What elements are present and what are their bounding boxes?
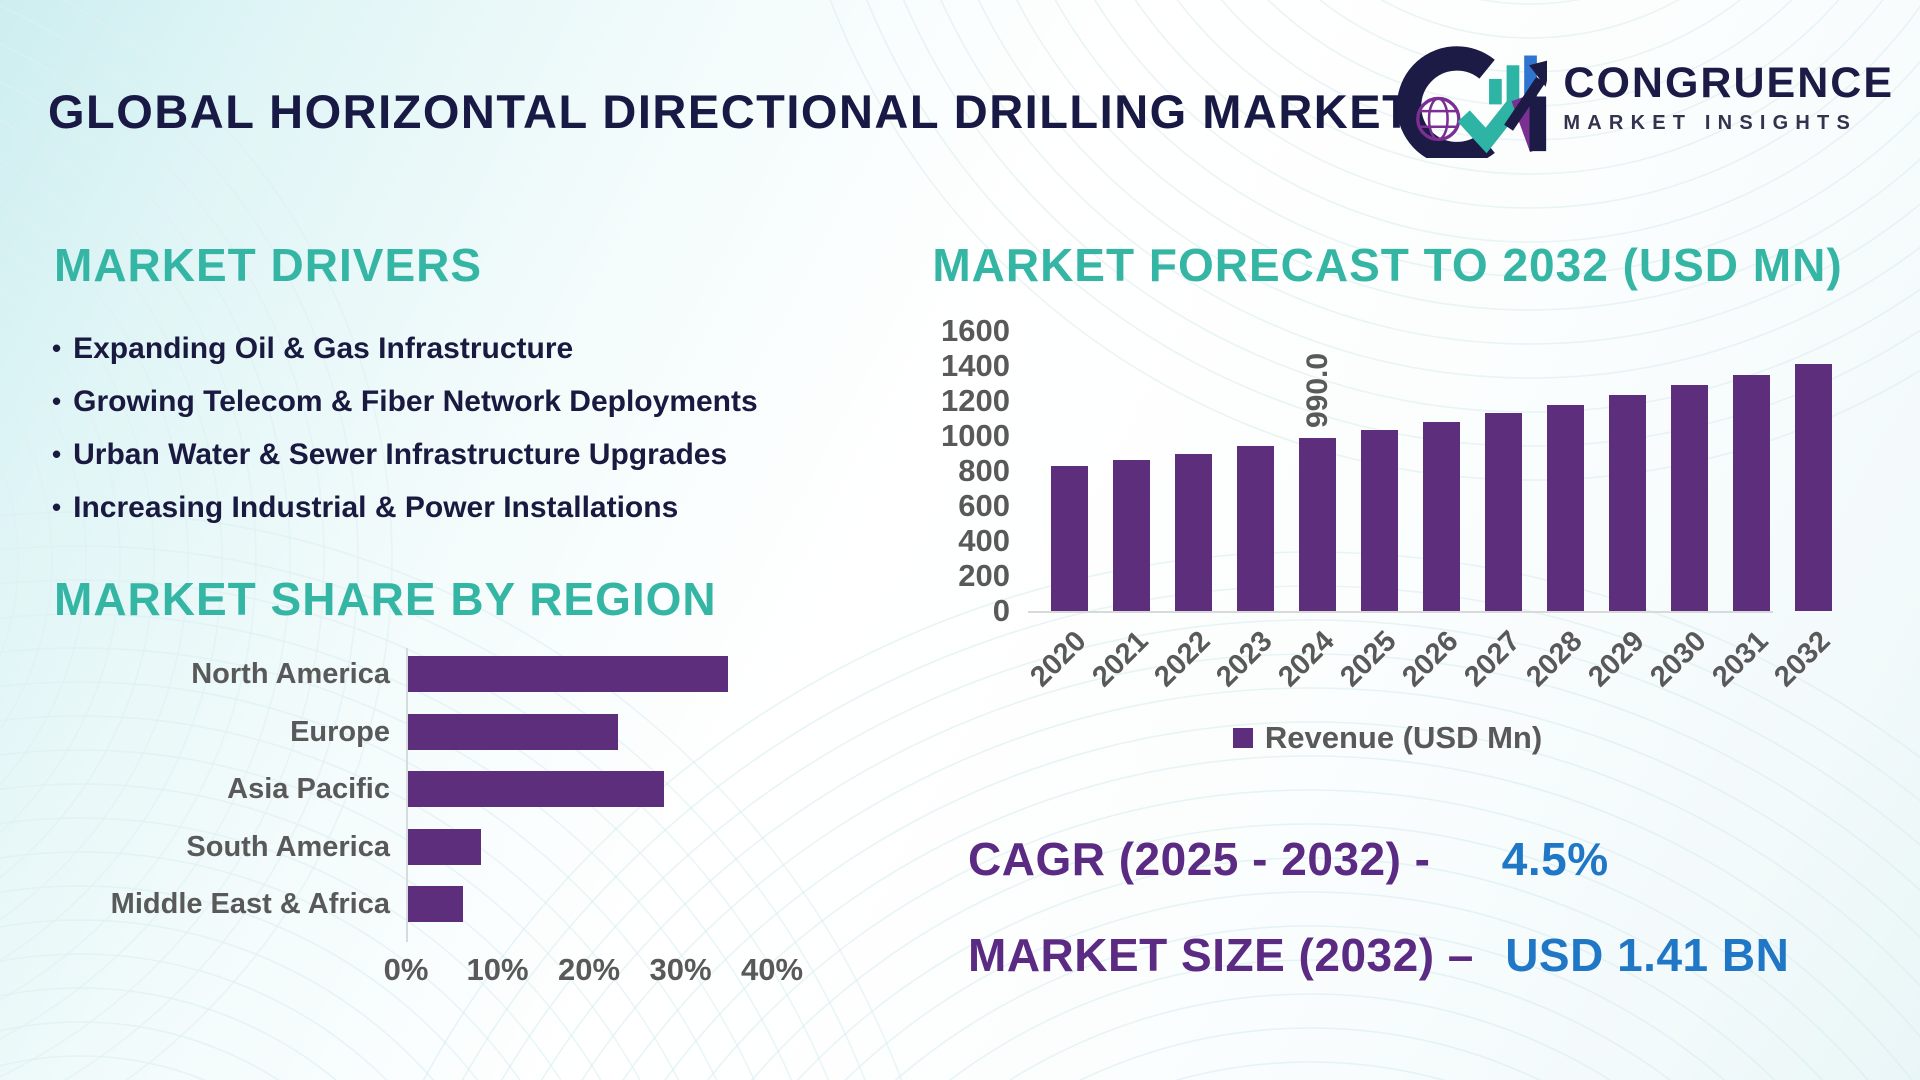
page-title: GLOBAL HORIZONTAL DIRECTIONAL DRILLING M…	[48, 85, 1413, 138]
forecast-legend: Revenue (USD Mn)	[900, 720, 1875, 756]
region-bar	[408, 656, 729, 692]
driver-text: Expanding Oil & Gas Infrastructure	[73, 331, 574, 365]
driver-text: Urban Water & Sewer Infrastructure Upgra…	[73, 437, 728, 471]
driver-item: • Urban Water & Sewer Infrastructure Upgr…	[52, 428, 758, 481]
forecast-y-tick: 200	[958, 558, 1010, 593]
region-label: Middle East & Africa	[110, 888, 390, 920]
legend-swatch	[1232, 728, 1253, 748]
cagr-value: 4.5%	[1501, 833, 1609, 885]
driver-text: Increasing Industrial & Power Installati…	[73, 490, 679, 524]
forecast-bar	[1423, 422, 1460, 611]
forecast-data-label: 990.0	[1300, 352, 1334, 428]
driver-item: • Increasing Industrial & Power Installat…	[52, 481, 758, 534]
forecast-bar	[1795, 364, 1832, 611]
bullet-icon: •	[52, 492, 62, 522]
logo-company-name: CONGRUENCE	[1563, 59, 1894, 107]
region-y-axis-line	[406, 648, 408, 942]
forecast-y-tick: 0	[992, 593, 1010, 628]
region-bar	[408, 886, 463, 922]
region-share-heading: MARKET SHARE BY REGION	[54, 573, 717, 625]
region-axis-tick: 40%	[740, 952, 804, 987]
logo-text: CONGRUENCE MARKET INSIGHTS	[1563, 59, 1894, 135]
region-bar	[408, 713, 619, 750]
cagr-label: CAGR (2025 - 2032) -	[968, 833, 1431, 885]
market-size-line: MARKET SIZE (2032) – USD 1.41 BN	[968, 928, 1789, 982]
forecast-bar	[1733, 374, 1770, 611]
forecast-bar	[1547, 404, 1584, 611]
forecast-y-tick: 400	[958, 523, 1010, 558]
forecast-y-tick: 1000	[941, 418, 1010, 453]
forecast-bar	[1113, 459, 1150, 611]
region-axis-tick: 20%	[557, 952, 621, 987]
drivers-list: • Expanding Oil & Gas Infrastructure • Grow…	[52, 322, 758, 534]
forecast-bar	[1609, 394, 1646, 611]
region-label: Europe	[290, 715, 390, 748]
forecast-bar	[1671, 385, 1708, 611]
forecast-y-tick: 1200	[941, 383, 1010, 418]
forecast-bar	[1051, 465, 1088, 611]
market-drivers-heading: MARKET DRIVERS	[54, 239, 483, 291]
region-chart: North America Europe Asia Pacific South Ame…	[60, 648, 820, 1008]
logo-tagline: MARKET INSIGHTS	[1563, 112, 1857, 134]
forecast-bar	[1361, 429, 1398, 611]
forecast-y-tick: 1600	[941, 313, 1010, 348]
forecast-x-axis-line	[1028, 611, 1773, 613]
region-bar	[408, 828, 482, 865]
driver-text: Growing Telecom & Fiber Network Deployme…	[73, 384, 758, 418]
forecast-bar	[1237, 445, 1274, 611]
driver-item: • Growing Telecom & Fiber Network Deploym…	[52, 375, 758, 428]
bullet-icon: •	[52, 333, 62, 363]
driver-item: • Expanding Oil & Gas Infrastructure	[52, 322, 758, 375]
forecast-bar	[1299, 437, 1336, 611]
region-axis-tick: 10%	[466, 952, 529, 987]
region-label: South America	[186, 830, 390, 863]
forecast-y-tick: 800	[958, 453, 1010, 488]
region-axis-tick: 30%	[649, 952, 712, 987]
forecast-bar	[1485, 413, 1522, 611]
company-logo: CONGRUENCE MARKET INSIGHTS	[1395, 36, 1894, 158]
cagr-line: CAGR (2025 - 2032) - 4.5%	[968, 832, 1609, 886]
forecast-y-tick: 600	[958, 488, 1010, 523]
legend-label: Revenue (USD Mn)	[1264, 720, 1543, 755]
market-size-value: USD 1.41 BN	[1505, 929, 1790, 981]
bullet-icon: •	[52, 386, 62, 416]
forecast-y-tick: 1400	[941, 348, 1010, 383]
forecast-heading: MARKET FORECAST TO 2032 (USD MN)	[932, 239, 1843, 291]
region-label: Asia Pacific	[227, 773, 390, 805]
forecast-bar	[1175, 453, 1212, 611]
region-label: North America	[191, 658, 390, 690]
logo-monogram-icon	[1397, 46, 1548, 158]
region-axis-tick: 0%	[383, 952, 429, 987]
market-size-label: MARKET SIZE (2032) –	[968, 929, 1474, 981]
bullet-icon: •	[52, 439, 62, 469]
forecast-chart: 1600 1400 1200 1000 800 600 400 200 0 2020 2021 202…	[900, 314, 1875, 800]
region-bar	[408, 771, 665, 807]
